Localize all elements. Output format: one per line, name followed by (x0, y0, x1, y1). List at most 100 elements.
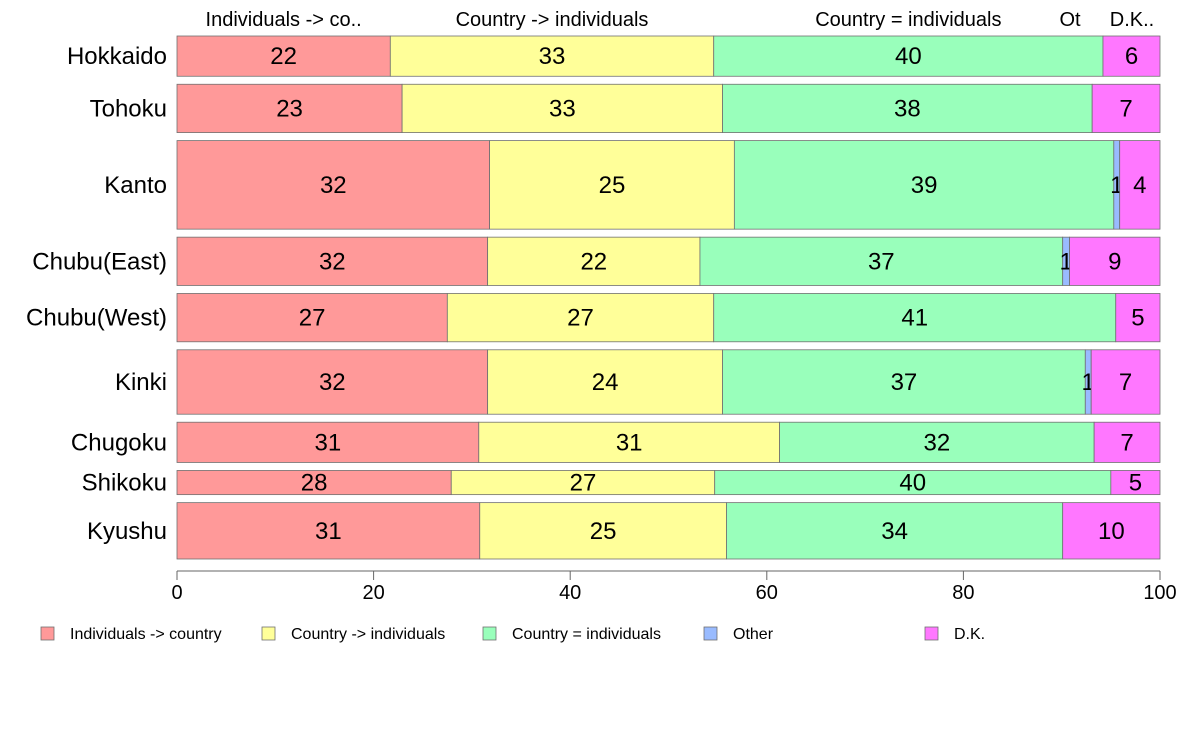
bar-segment (713, 293, 1117, 343)
data-label: 28 (301, 470, 328, 497)
bar-segment (1093, 421, 1161, 463)
data-label: 10 (1098, 518, 1125, 545)
category-label: Kinki (115, 369, 167, 396)
category-label: Chubu(East) (32, 248, 167, 275)
bar-segment (1062, 502, 1161, 560)
bar-segment (489, 140, 735, 230)
data-label: 24 (592, 369, 619, 396)
bar-segment (487, 349, 723, 415)
column-header: D.K.. (1110, 9, 1154, 31)
data-label: 41 (901, 305, 928, 332)
data-label: 31 (616, 429, 643, 456)
legend-label: Country = individuals (512, 626, 661, 643)
legend: Individuals -> country Country -> individ… (40, 626, 985, 643)
category-label: Kanto (104, 172, 167, 199)
legend-swatch (924, 626, 939, 641)
bar-segment (1115, 293, 1161, 343)
data-label: 32 (319, 248, 346, 275)
data-label: 7 (1119, 95, 1132, 122)
legend-label: D.K. (954, 626, 985, 643)
bar-segment (401, 83, 723, 133)
x-axis: 0 20 40 60 80 100 (171, 570, 1177, 604)
legend-label: Individuals -> country (70, 626, 222, 643)
bar-segment (176, 140, 490, 230)
category-label: Chubu(West) (26, 305, 167, 332)
data-label: 7 (1120, 429, 1133, 456)
x-tick-label: 20 (362, 582, 384, 604)
data-label: 37 (868, 248, 895, 275)
bar-segment (176, 421, 480, 463)
bar-segment (176, 349, 489, 415)
bar-segment (478, 421, 780, 463)
bar-segment (389, 35, 715, 77)
bar-segment (699, 236, 1064, 286)
column-headers: Individuals -> co.. Country -> individual… (206, 9, 1155, 31)
legend-swatch (40, 626, 55, 641)
bar-segment (176, 83, 403, 133)
x-tick-label: 0 (171, 582, 182, 604)
data-label: 32 (319, 369, 346, 396)
bar-segment (726, 502, 1064, 560)
data-label: 32 (924, 429, 951, 456)
bar-segment (1110, 470, 1161, 496)
column-header: Country = individuals (815, 9, 1001, 31)
data-label: 38 (894, 95, 921, 122)
bar-segment (722, 83, 1093, 133)
data-label: 22 (580, 248, 607, 275)
data-label: 33 (549, 95, 576, 122)
data-label: 33 (539, 43, 566, 70)
data-label: 32 (320, 172, 347, 199)
bar-segment (450, 470, 716, 496)
category-label: Kyushu (87, 518, 167, 545)
bar-segment (176, 502, 481, 560)
bar-segment (1091, 83, 1161, 133)
data-label: 40 (895, 43, 922, 70)
data-label: 27 (299, 305, 326, 332)
data-label: 4 (1133, 172, 1146, 199)
data-label: 37 (891, 369, 918, 396)
x-tick-label: 80 (952, 582, 974, 604)
bar-segment (176, 470, 452, 496)
x-tick-label: 100 (1143, 582, 1176, 604)
bars: 22 33 40 623 33 38 732 25 39 1 432 22 37 1 927 27 41 532 2… (176, 35, 1161, 560)
data-label: 27 (567, 305, 594, 332)
data-label: 23 (276, 95, 303, 122)
bar-segment (446, 293, 715, 343)
column-header: Country -> individuals (456, 9, 649, 31)
data-label: 39 (911, 172, 938, 199)
bar-segment (176, 293, 448, 343)
bar-segment (487, 236, 701, 286)
data-label: 31 (315, 518, 342, 545)
data-label: 5 (1129, 470, 1142, 497)
data-label: 6 (1125, 43, 1138, 70)
data-label: 31 (315, 429, 342, 456)
legend-swatch (261, 626, 276, 641)
data-label: 27 (570, 470, 597, 497)
bar-segment (1102, 35, 1161, 77)
bar-segment (713, 35, 1104, 77)
category-label: Chugoku (71, 429, 167, 456)
x-tick-label: 40 (559, 582, 581, 604)
data-label: 9 (1108, 248, 1121, 275)
category-labels: Hokkaido Tohoku Kanto Chubu(East) Chubu(West… (26, 43, 167, 545)
data-label: 25 (599, 172, 626, 199)
bar-segment (722, 349, 1086, 415)
legend-label: Other (733, 626, 774, 643)
column-header: Individuals -> co.. (206, 9, 362, 31)
bar-segment (779, 421, 1095, 463)
bar-segment (479, 502, 727, 560)
data-label: 7 (1119, 369, 1132, 396)
legend-swatch (482, 626, 497, 641)
category-label: Tohoku (90, 95, 167, 122)
data-label: 22 (270, 43, 297, 70)
x-tick-label: 60 (756, 582, 778, 604)
bar-segment (176, 35, 391, 77)
legend-swatch (703, 626, 718, 641)
bar-segment (176, 236, 489, 286)
bar-segment (1090, 349, 1161, 415)
category-label: Hokkaido (67, 43, 167, 70)
data-label: 34 (881, 518, 908, 545)
column-header: Ot (1059, 9, 1081, 31)
data-label: 25 (590, 518, 617, 545)
